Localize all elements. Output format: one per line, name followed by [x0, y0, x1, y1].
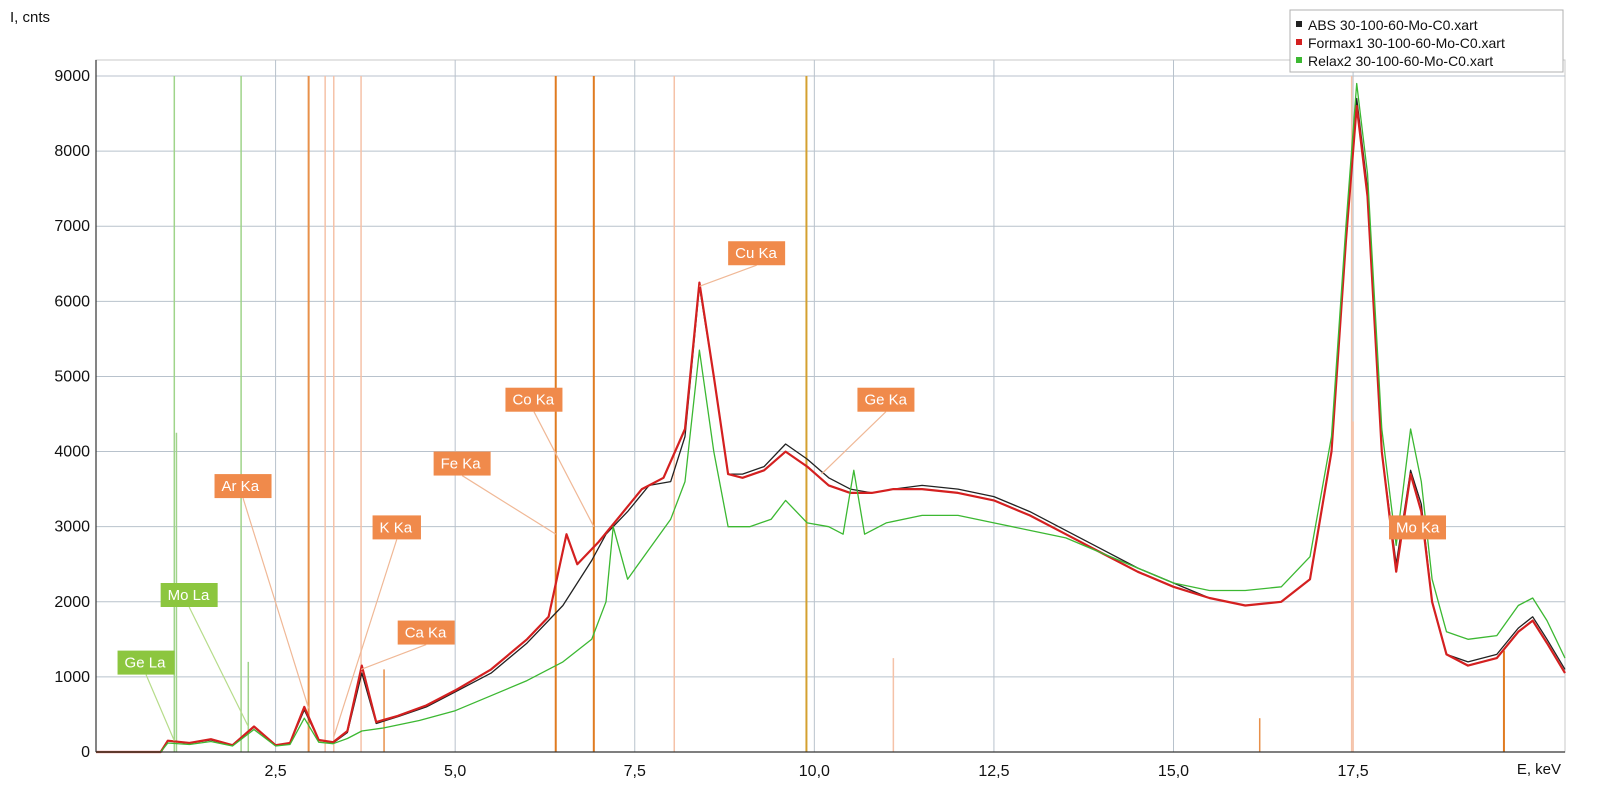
- label-leader-line: [461, 475, 557, 535]
- label-leader-line: [333, 539, 398, 738]
- legend-swatch: [1296, 21, 1302, 27]
- x-axis-title: E, keV: [1517, 761, 1561, 778]
- y-tick-label: 4000: [54, 444, 90, 461]
- element-label-box: [214, 474, 272, 499]
- y-tick-label: 7000: [54, 218, 90, 235]
- legend-swatch: [1296, 57, 1302, 63]
- label-leader-line: [188, 606, 249, 727]
- element-label-text: Mo Ka: [1396, 519, 1440, 536]
- element-label: Co Ka: [505, 387, 563, 412]
- element-label: Ar Ka: [214, 474, 272, 499]
- series-line-2: [96, 104, 1566, 754]
- element-label-box: [397, 620, 455, 645]
- axes: 0 1000 2000 3000 4000 5000 6000 7000 8000 9000 2,5…: [10, 9, 1565, 780]
- legend-box: [1289, 9, 1564, 73]
- element-label: K Ka: [372, 515, 421, 540]
- legend-entry: Formax1 30-100-60-Mo-C0.xart: [1308, 35, 1505, 51]
- legend-swatch: [1296, 39, 1302, 45]
- element-label-text: Ge La: [125, 655, 167, 672]
- legend-entry: ABS 30-100-60-Mo-C0.xart: [1308, 17, 1478, 33]
- y-tick-label: 5000: [54, 368, 90, 385]
- label-leader-line: [699, 264, 757, 287]
- x-tick-label: 17,5: [1338, 763, 1369, 780]
- y-tick-label: 8000: [54, 143, 90, 160]
- element-label: Ge Ka: [857, 387, 915, 412]
- element-label-box: [857, 387, 915, 412]
- element-label-box: [117, 650, 175, 675]
- grid: [95, 59, 1566, 753]
- element-label-box: [728, 241, 786, 266]
- element-label: Cu Ka: [728, 241, 786, 266]
- y-tick-label: 2000: [54, 594, 90, 611]
- element-labels: Cu Ka Co Ka Ge Ka Fe Ka Ar Ka K Ka Ca Ka Mo La G…: [117, 241, 1447, 675]
- y-tick-label: 0: [81, 744, 90, 761]
- element-label-text: Ge Ka: [864, 392, 907, 409]
- x-tick-label: 15,0: [1158, 763, 1189, 780]
- x-tick-label: 2,5: [264, 763, 286, 780]
- element-label-box: [505, 387, 563, 412]
- element-label-text: Ca Ka: [405, 625, 447, 642]
- element-label: Mo Ka: [1389, 515, 1447, 540]
- y-tick-label: 6000: [54, 293, 90, 310]
- series-line-1: [96, 97, 1566, 753]
- element-label-box: [1389, 515, 1447, 540]
- series-line-3: [96, 82, 1566, 753]
- y-axis-title: I, cnts: [10, 9, 50, 26]
- element-label: Ca Ka: [397, 620, 455, 645]
- label-leader-line: [821, 411, 887, 475]
- element-label: Mo La: [160, 583, 218, 607]
- label-leader-line: [360, 643, 427, 670]
- element-label-text: Ar Ka: [222, 478, 260, 495]
- legend: ABS 30-100-60-Mo-C0.xart Formax1 30-100-6…: [1289, 9, 1564, 73]
- element-label-box: [433, 451, 491, 476]
- legend-entry: Relax2 30-100-60-Mo-C0.xart: [1308, 53, 1493, 69]
- label-leader-line: [242, 497, 310, 709]
- x-tick-label: 7,5: [624, 763, 646, 780]
- series-lines: [96, 82, 1566, 754]
- x-tick-label: 10,0: [799, 763, 830, 780]
- element-label-text: Mo La: [168, 587, 210, 604]
- y-tick-label: 9000: [54, 68, 90, 85]
- element-label-text: Fe Ka: [441, 456, 482, 473]
- plot-frame: [95, 59, 1566, 753]
- element-label: Ge La: [117, 650, 175, 675]
- element-lines: [173, 76, 1505, 752]
- element-label-box: [160, 583, 218, 607]
- x-tick-label: 5,0: [444, 763, 466, 780]
- element-label: Fe Ka: [433, 451, 491, 476]
- y-tick-label: 3000: [54, 519, 90, 536]
- element-label-text: Co Ka: [512, 392, 554, 409]
- y-tick-label: 1000: [54, 669, 90, 686]
- element-label-text: K Ka: [380, 519, 413, 536]
- x-tick-label: 12,5: [978, 763, 1009, 780]
- label-leader-line: [145, 674, 175, 741]
- label-leader-line: [533, 411, 595, 527]
- element-label-box: [372, 515, 421, 540]
- element-label-text: Cu Ka: [735, 245, 777, 262]
- label-leaders: [145, 264, 887, 741]
